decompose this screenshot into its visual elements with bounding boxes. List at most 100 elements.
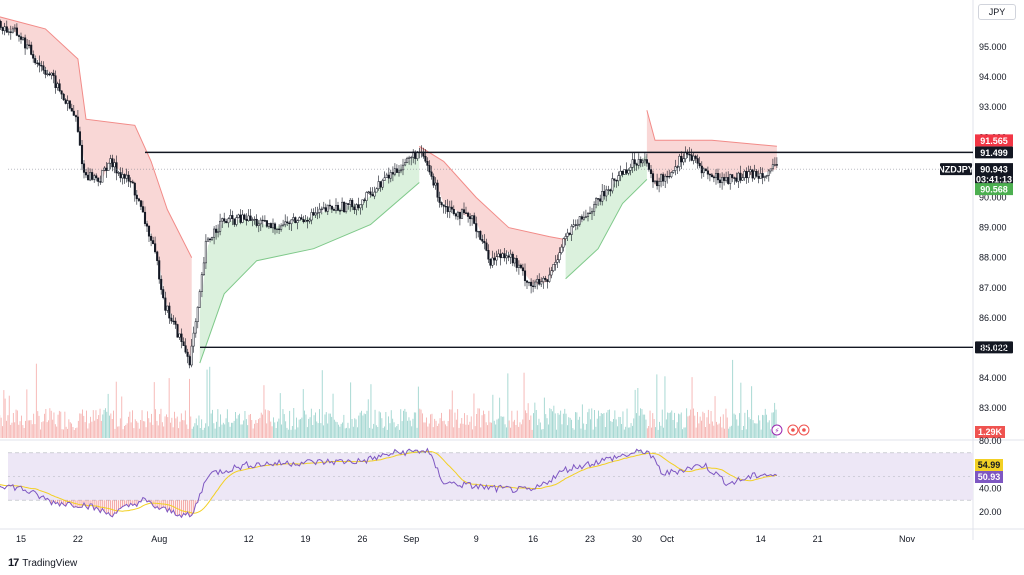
volume-bar	[687, 416, 689, 438]
volume-bar	[549, 408, 551, 438]
volume-bar	[224, 424, 226, 438]
volume-bar	[617, 426, 618, 438]
volume-bar	[396, 426, 398, 438]
candle-bull	[320, 208, 323, 211]
candle-bull	[334, 205, 338, 211]
currency-button[interactable]: JPY	[978, 4, 1016, 20]
volume-bar	[57, 414, 59, 438]
volume-bar	[153, 382, 155, 438]
volume-bar	[686, 408, 688, 438]
volume-bar	[375, 425, 377, 438]
volume-bar	[102, 414, 104, 438]
volume-bar	[487, 425, 488, 438]
volume-bar	[668, 413, 670, 438]
volume-bar	[442, 421, 444, 438]
candle-bull	[200, 274, 203, 292]
candle-bull	[373, 191, 376, 197]
candle-bear	[223, 218, 226, 222]
volume-bar	[674, 412, 675, 438]
candle-bull	[408, 157, 411, 159]
candle-bear	[111, 158, 114, 168]
candle-bull	[89, 172, 92, 181]
volume-bar	[278, 418, 280, 438]
candle-bull	[560, 246, 563, 253]
volume-layer	[0, 359, 777, 438]
volume-bar	[384, 426, 385, 438]
volume-bar	[725, 408, 727, 438]
volume-bar	[767, 422, 769, 438]
candle-bear	[696, 158, 699, 164]
volume-bar	[663, 427, 664, 438]
alert-icon[interactable]	[771, 424, 783, 436]
volume-bar	[656, 374, 658, 438]
time-tick-label: 15	[16, 534, 26, 544]
volume-bar	[627, 427, 629, 438]
trail-down-2-line	[646, 110, 777, 147]
brand-name: TradingView	[22, 557, 78, 569]
candle-bear	[700, 165, 703, 174]
volume-bar	[117, 426, 119, 438]
volume-bar	[174, 411, 175, 438]
volume-bar	[459, 423, 461, 438]
candle-bull	[566, 232, 569, 237]
candle-bear	[473, 215, 476, 224]
rsi-ma-tag-label: 54.99	[978, 460, 1001, 470]
candle-bear	[36, 62, 39, 64]
volume-bar	[619, 417, 621, 438]
footer: 17 TradingView	[8, 555, 77, 571]
volume-bar	[774, 402, 776, 438]
volume-bar	[48, 420, 49, 438]
volume-bar	[684, 427, 686, 438]
volume-bar	[661, 409, 663, 438]
volume-bar	[323, 425, 324, 438]
candle-bull	[517, 264, 520, 268]
volume-bar	[768, 420, 770, 438]
volume-bar	[264, 409, 266, 438]
volume-bar	[595, 426, 597, 438]
last-price-tag	[975, 163, 1013, 186]
time-tick-label: 30	[632, 534, 642, 544]
candle-bear	[58, 83, 61, 92]
volume-bar	[73, 430, 75, 438]
volume-bar	[209, 366, 211, 438]
candle-bear	[436, 182, 439, 198]
candle-bear	[87, 174, 90, 181]
candle-bull	[259, 219, 262, 225]
volume-bar	[577, 419, 579, 438]
candle-bear	[432, 176, 435, 186]
volume-bar	[287, 429, 289, 438]
volume-bar	[653, 419, 655, 438]
volume-bar	[191, 428, 193, 438]
candle-bull	[241, 214, 244, 223]
volume-bar	[596, 418, 598, 438]
candle-bull	[702, 168, 705, 174]
volume-bar	[417, 386, 419, 438]
volume-bar	[189, 378, 190, 438]
volume-bar	[182, 420, 184, 438]
volume-bar	[172, 427, 174, 438]
candle-bear	[332, 209, 335, 211]
volume-bar	[6, 420, 7, 438]
candle-bear	[676, 166, 679, 168]
time-tick-label: 26	[357, 534, 367, 544]
volume-bar	[588, 408, 590, 438]
candle-bull	[434, 182, 437, 186]
candle-bull	[271, 223, 275, 229]
rsi-tick-label: 40.00	[979, 483, 1002, 493]
volume-bar	[432, 427, 434, 438]
candle-bull	[582, 216, 585, 220]
price-tick-label: 83.000	[979, 403, 1007, 413]
candle-bull	[769, 168, 772, 172]
candle-bear	[704, 168, 707, 172]
volume-bar	[373, 423, 375, 438]
candle-bear	[48, 73, 51, 76]
volume-bar	[694, 415, 696, 438]
volume-bar	[239, 413, 240, 438]
candle-bull	[107, 162, 110, 171]
volume-bar	[92, 410, 94, 438]
volume-bar	[451, 390, 453, 438]
candle-bull	[204, 240, 207, 264]
volume-bar	[613, 419, 614, 438]
volume-bar	[99, 408, 101, 438]
